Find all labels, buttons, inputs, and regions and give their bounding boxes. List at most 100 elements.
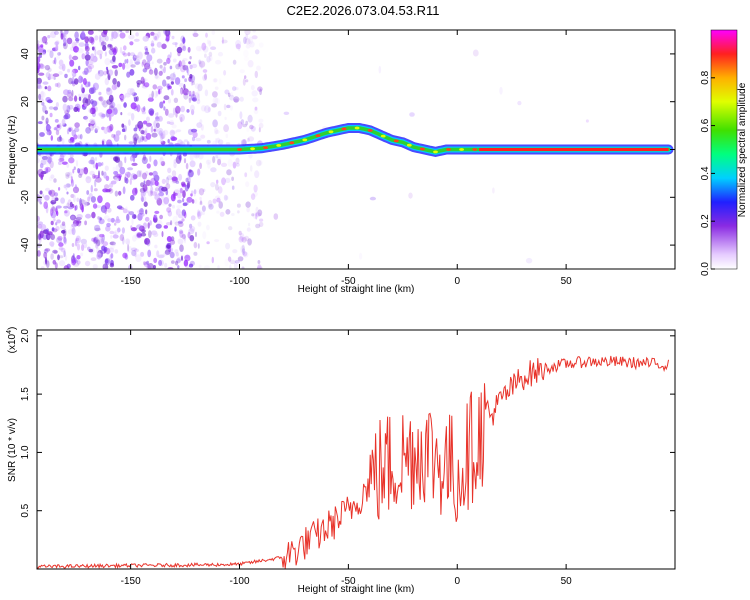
noise-point bbox=[195, 137, 202, 142]
noise-point bbox=[238, 236, 244, 243]
noise-point bbox=[214, 137, 218, 144]
noise-point bbox=[249, 124, 254, 130]
noise-point bbox=[40, 90, 44, 98]
noise-point bbox=[109, 59, 116, 64]
y-tick-label: 20 bbox=[20, 96, 31, 108]
noise-point bbox=[44, 194, 50, 201]
noise-point bbox=[198, 264, 202, 268]
y-tick-label: 2.0 bbox=[20, 328, 31, 342]
noise-point bbox=[200, 124, 204, 131]
noise-point bbox=[43, 248, 49, 254]
noise-point bbox=[92, 162, 96, 169]
noise-point bbox=[255, 159, 262, 167]
noise-point bbox=[107, 44, 112, 47]
noise-point bbox=[216, 179, 219, 184]
noise-point bbox=[166, 175, 173, 181]
noise-point bbox=[94, 125, 100, 131]
noise-point bbox=[56, 82, 61, 88]
noise-point bbox=[44, 86, 48, 90]
noise-point bbox=[113, 170, 119, 175]
noise-point bbox=[140, 135, 144, 143]
noise-point bbox=[145, 179, 151, 187]
noise-point bbox=[64, 73, 68, 79]
noise-point bbox=[63, 42, 66, 47]
noise-point bbox=[153, 265, 156, 269]
noise-point bbox=[114, 69, 118, 77]
colorbar-tick-label: 0.2 bbox=[700, 214, 711, 228]
noise-point bbox=[206, 224, 210, 231]
noise-point bbox=[247, 136, 255, 142]
noise-point bbox=[127, 112, 132, 116]
noise-point bbox=[172, 204, 175, 209]
noise-point bbox=[67, 171, 73, 178]
noise-point bbox=[68, 96, 74, 102]
noise-point bbox=[102, 188, 109, 193]
noise-point bbox=[154, 210, 160, 214]
noise-point bbox=[164, 262, 168, 268]
noise-point bbox=[37, 43, 40, 49]
noise-point bbox=[87, 63, 95, 70]
colorbar-gradient bbox=[710, 29, 738, 270]
noise-point bbox=[40, 37, 45, 44]
noise-point bbox=[189, 223, 193, 229]
noise-point bbox=[95, 176, 102, 183]
noise-point bbox=[246, 127, 250, 133]
noise-point bbox=[492, 187, 495, 194]
spectrogram-panel: -150 -100 -50 0 50 -40 -20 0 20 40 Height of str… bbox=[7, 29, 676, 295]
noise-point bbox=[176, 46, 183, 54]
noise-point bbox=[188, 61, 192, 65]
noise-point bbox=[259, 218, 264, 222]
noise-point bbox=[243, 235, 250, 242]
noise-point bbox=[186, 176, 190, 184]
noise-point bbox=[199, 60, 206, 68]
noise-point bbox=[253, 184, 258, 193]
noise-point bbox=[132, 234, 137, 242]
noise-point bbox=[188, 263, 194, 268]
noise-point bbox=[157, 116, 163, 122]
noise-point bbox=[162, 79, 167, 87]
noise-point bbox=[74, 184, 77, 189]
noise-point bbox=[525, 257, 533, 264]
noise-point bbox=[183, 233, 187, 241]
noise-point bbox=[212, 78, 217, 83]
noise-point bbox=[188, 228, 195, 235]
noise-point bbox=[59, 260, 66, 267]
noise-point bbox=[46, 156, 53, 163]
noise-point bbox=[223, 103, 227, 111]
noise-point bbox=[54, 119, 59, 123]
noise-point bbox=[150, 43, 155, 47]
noise-point bbox=[252, 97, 259, 103]
noise-point bbox=[141, 78, 148, 82]
noise-point bbox=[170, 89, 174, 96]
noise-point bbox=[129, 178, 132, 186]
noise-point bbox=[273, 213, 279, 220]
noise-point bbox=[198, 201, 204, 206]
noise-point bbox=[102, 45, 107, 51]
noise-point bbox=[166, 76, 171, 80]
noise-point bbox=[225, 133, 229, 139]
noise-point bbox=[97, 195, 103, 204]
noise-point bbox=[57, 235, 63, 241]
y-tick-label: -20 bbox=[20, 190, 31, 205]
noise-point bbox=[254, 106, 258, 111]
noise-point bbox=[141, 107, 146, 113]
noise-point bbox=[157, 254, 165, 259]
noise-point bbox=[201, 124, 204, 131]
noise-point bbox=[45, 162, 50, 166]
noise-point bbox=[101, 31, 108, 38]
noise-point bbox=[130, 247, 138, 252]
noise-point bbox=[50, 220, 54, 226]
noise-point bbox=[192, 90, 195, 97]
noise-point bbox=[214, 97, 221, 105]
noise-point bbox=[64, 210, 68, 214]
noise-point bbox=[116, 173, 122, 179]
noise-point bbox=[145, 171, 149, 176]
noise-point bbox=[58, 59, 64, 66]
noise-point bbox=[165, 176, 170, 185]
noise-point bbox=[54, 57, 57, 65]
noise-point bbox=[64, 113, 71, 120]
noise-point bbox=[196, 122, 203, 128]
noise-point bbox=[207, 106, 211, 113]
noise-point bbox=[85, 59, 89, 67]
noise-point bbox=[44, 41, 48, 45]
